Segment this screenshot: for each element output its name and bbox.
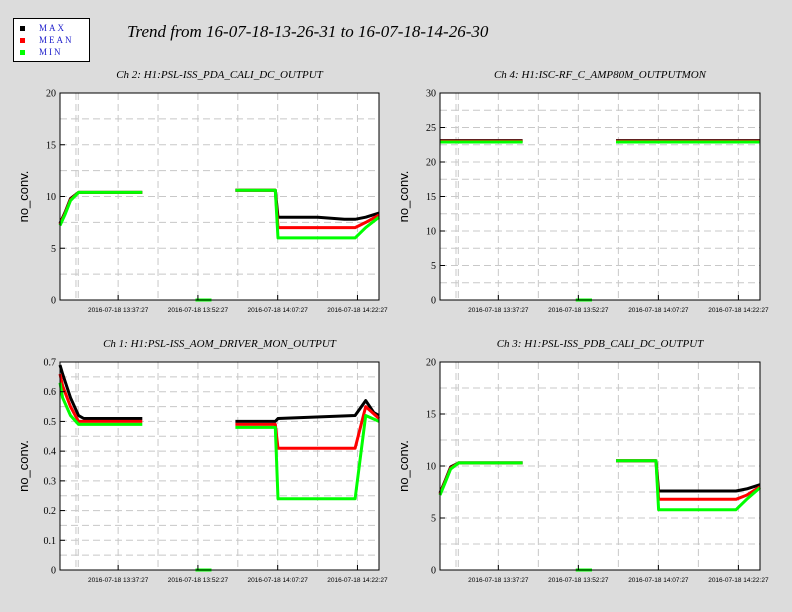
x-tick-label: 2016-07-18 13:37:27 xyxy=(468,307,529,314)
x-tick-label: 2016-07-18 13:52:27 xyxy=(168,307,229,314)
legend-label-min: MIN xyxy=(39,47,63,57)
x-tick-label: 2016-07-18 13:37:27 xyxy=(468,577,529,584)
chart-title: Ch 2: H1:PSL-ISS_PDA_CALI_DC_OUTPUT xyxy=(116,69,323,81)
series-min-line xyxy=(58,382,143,426)
chart-panel-2: 0 5 10 15 20 25 30 2016-07-18 13:37:27 2016-07-1… xyxy=(396,69,769,314)
series-min-line xyxy=(235,414,380,501)
series-mean-line xyxy=(235,405,381,450)
y-tick-label: 0.4 xyxy=(44,447,57,458)
legend-item-min: MIN xyxy=(20,46,63,58)
y-tick-label: 25 xyxy=(426,123,436,134)
y-tick-label: 10 xyxy=(426,462,436,473)
x-tick-label: 2016-07-18 14:22:27 xyxy=(327,577,388,584)
y-tick-label: 0.2 xyxy=(44,506,57,517)
y-tick-label: 5 xyxy=(431,514,436,525)
x-tick-label: 2016-07-18 14:07:27 xyxy=(248,577,309,584)
chart-title: Ch 3: H1:PSL-ISS_PDB_CALI_DC_OUTPUT xyxy=(497,338,704,350)
x-tick-label: 2016-07-18 13:37:27 xyxy=(88,577,149,584)
y-tick-label: 10 xyxy=(426,227,436,238)
y-tick-label: 20 xyxy=(426,358,436,369)
series-min-line xyxy=(616,459,761,512)
x-tick-label: 2016-07-18 14:07:27 xyxy=(628,577,689,584)
y-tick-label: 20 xyxy=(46,89,56,100)
y-tick-label: 0 xyxy=(51,296,56,307)
axes-frame xyxy=(59,361,380,571)
legend-swatch-min xyxy=(20,49,25,55)
chart-panel-1: 0 5 10 15 20 2016-07-18 13:37:27 2016-07-18 13… xyxy=(16,69,388,314)
figure-title: Trend from 16-07-18-13-26-31 to 16-07-18… xyxy=(127,22,489,41)
y-tick-label: 5 xyxy=(431,261,436,272)
legend-swatch-max xyxy=(20,25,25,31)
y-tick-label: 0.5 xyxy=(44,417,57,428)
chart-panel-3: 0 0.1 0.2 0.3 0.4 0.5 0.6 0.7 2016-07-18 13:37:2… xyxy=(16,338,388,584)
y-tick-label: 0.7 xyxy=(44,358,57,369)
y-tick-label: 15 xyxy=(426,410,436,421)
x-tick-label: 2016-07-18 14:22:27 xyxy=(708,307,769,314)
legend-item-mean: MEAN xyxy=(20,34,74,46)
legend-item-max: MAX xyxy=(20,22,66,34)
y-tick-label: 20 xyxy=(426,158,436,169)
y-axis-label: no_conv. xyxy=(396,171,411,223)
x-tick-label: 2016-07-18 14:07:27 xyxy=(248,307,309,314)
series-min-line xyxy=(235,188,380,240)
y-tick-label: 0.3 xyxy=(44,476,57,487)
y-axis-label: no_conv. xyxy=(396,440,411,492)
legend-swatch-mean xyxy=(20,37,25,43)
chart-title: Ch 4: H1:ISC-RF_C_AMP80M_OUTPUTMON xyxy=(494,69,707,81)
y-tick-label: 15 xyxy=(46,140,56,151)
y-tick-label: 0 xyxy=(431,296,436,307)
series-mean-line xyxy=(58,373,143,423)
y-tick-label: 0.6 xyxy=(44,387,57,398)
y-tick-label: 0 xyxy=(431,566,436,577)
chart-title: Ch 1: H1:PSL-ISS_AOM_DRIVER_MON_OUTPUT xyxy=(103,338,337,350)
x-tick-label: 2016-07-18 14:22:27 xyxy=(327,307,388,314)
chart-panel-4: 0 5 10 15 20 2016-07-18 13:37:27 2016-07-18 13… xyxy=(396,338,769,584)
x-tick-label: 2016-07-18 14:07:27 xyxy=(628,307,689,314)
series-min-line xyxy=(438,461,523,496)
y-tick-label: 0 xyxy=(51,566,56,577)
y-tick-label: 30 xyxy=(426,89,436,100)
x-tick-label: 2016-07-18 13:52:27 xyxy=(548,577,609,584)
y-axis-label: no_conv. xyxy=(16,171,31,223)
x-tick-label: 2016-07-18 13:37:27 xyxy=(88,307,149,314)
x-tick-label: 2016-07-18 13:52:27 xyxy=(548,307,609,314)
legend-label-max: MAX xyxy=(39,23,67,33)
series-min-line xyxy=(58,190,143,227)
y-tick-label: 15 xyxy=(426,192,436,203)
y-tick-label: 0.1 xyxy=(44,536,57,547)
x-tick-label: 2016-07-18 14:22:27 xyxy=(708,577,769,584)
legend-label-mean: MEAN xyxy=(39,35,74,45)
legend: MAX MEAN MIN xyxy=(13,18,90,62)
y-tick-label: 10 xyxy=(46,192,56,203)
y-tick-label: 5 xyxy=(51,244,56,255)
y-axis-label: no_conv. xyxy=(16,440,31,492)
series-max-line xyxy=(58,364,143,420)
x-tick-label: 2016-07-18 13:52:27 xyxy=(168,577,229,584)
